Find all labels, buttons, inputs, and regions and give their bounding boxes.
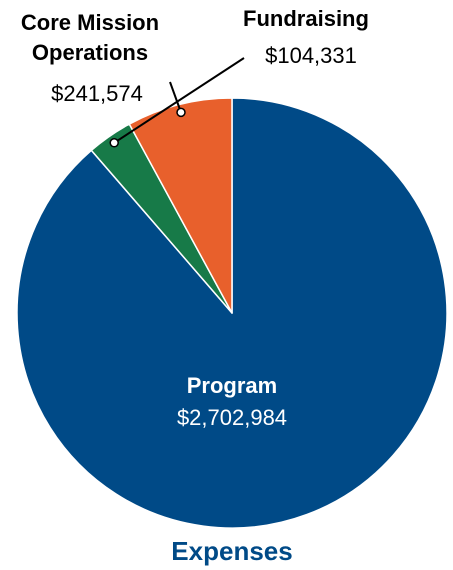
slice-label-core-mission-operations-line-1: Core Mission [21,10,159,35]
slice-label-core-mission-operations-line-2: Operations [32,40,148,65]
leader-dot-fundraising [109,138,119,148]
chart-title: Expenses [171,536,292,566]
leader-line-fundraising [113,57,245,144]
slice-value-program: $2,702,984 [177,405,287,430]
pie-slices [16,97,448,529]
slice-label-fundraising: Fundraising [243,6,369,31]
pie-labels: Program $2,702,984 Fundraising $104,331 Core… [21,6,369,430]
leader-line-core-mission-operations [169,81,182,113]
slice-value-core-mission-operations: $241,574 [51,81,143,106]
leader-dot-core-mission-operations [176,107,186,118]
slice-value-fundraising: $104,331 [265,43,357,68]
slice-label-program: Program [187,373,277,398]
